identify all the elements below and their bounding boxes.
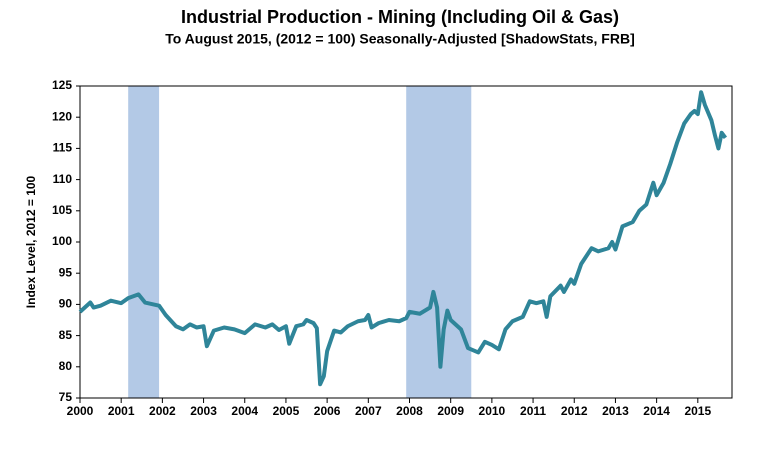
x-tick-label: 2004 [231, 404, 258, 418]
y-tick-label: 100 [52, 234, 72, 248]
y-tick-label: 110 [53, 172, 73, 186]
y-tick-label: 75 [59, 390, 73, 404]
x-tick-label: 2003 [190, 404, 217, 418]
x-tick-label: 2005 [273, 404, 300, 418]
x-tick-label: 2011 [520, 404, 546, 418]
y-tick-label: 95 [59, 265, 73, 279]
x-tick-label: 2010 [479, 404, 506, 418]
x-tick-label: 2002 [149, 404, 176, 418]
x-tick-label: 2001 [108, 404, 135, 418]
y-tick-label: 125 [52, 78, 72, 92]
y-tick-label: 115 [53, 141, 73, 155]
y-tick-label: 105 [52, 203, 72, 217]
y-tick-label: 90 [59, 297, 73, 311]
x-tick-label: 2014 [643, 404, 670, 418]
x-tick-label: 2009 [437, 404, 464, 418]
data-line [78, 90, 728, 387]
x-tick-label: 2007 [355, 404, 382, 418]
x-tick-label: 2015 [684, 404, 711, 418]
x-tick-label: 2006 [314, 404, 341, 418]
y-tick-label: 120 [52, 109, 72, 123]
chart-subtitle: To August 2015, (2012 = 100) Seasonally-… [165, 31, 635, 47]
x-tick-label: 2000 [67, 404, 94, 418]
y-tick-label: 85 [59, 328, 73, 342]
y-tick-label: 80 [59, 359, 73, 373]
plot-frame [79, 85, 733, 399]
x-tick-label: 2008 [396, 404, 423, 418]
recession-band [128, 86, 160, 398]
y-axis-label: Index Level, 2012 = 100 [24, 175, 38, 308]
x-tick-label: 2013 [602, 404, 629, 418]
x-tick-label: 2012 [561, 404, 588, 418]
chart-title: Industrial Production - Mining (Includin… [181, 7, 619, 27]
